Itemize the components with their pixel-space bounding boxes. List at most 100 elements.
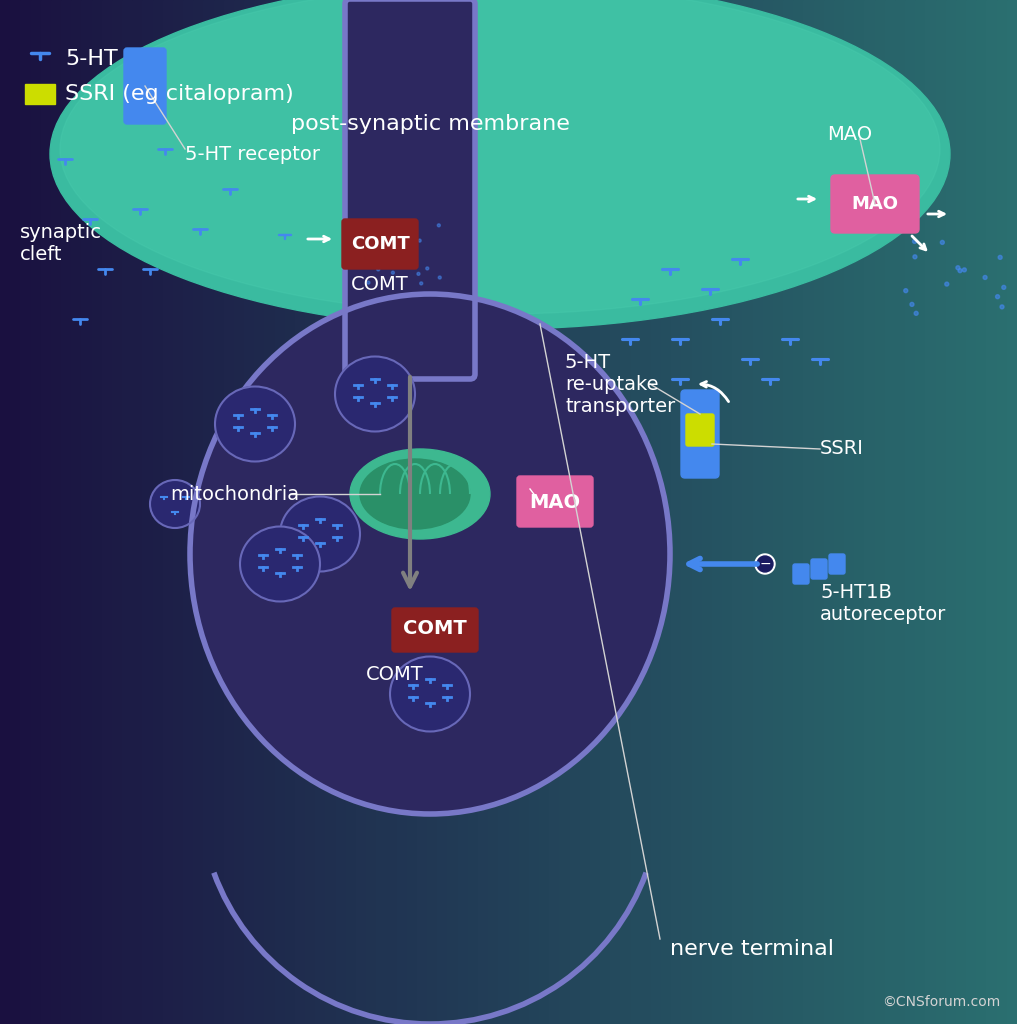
Bar [356,0,366,1024]
Bar [620,0,631,1024]
Bar [956,0,966,1024]
Ellipse shape [914,226,918,230]
Bar [325,0,336,1024]
FancyBboxPatch shape [829,554,845,574]
Bar [692,0,702,1024]
Bar [285,0,295,1024]
Text: SSRI: SSRI [820,439,863,459]
Text: nerve terminal: nerve terminal [670,939,834,959]
Ellipse shape [240,526,320,601]
Bar [681,0,692,1024]
FancyBboxPatch shape [686,414,714,446]
Bar [641,0,651,1024]
FancyBboxPatch shape [681,390,719,478]
Bar [346,0,356,1024]
Text: ©CNSforum.com: ©CNSforum.com [882,995,1000,1009]
Ellipse shape [350,0,470,39]
Ellipse shape [435,230,438,233]
Bar [254,0,264,1024]
Bar [315,0,325,1024]
Ellipse shape [975,255,979,259]
Bar [864,0,875,1024]
FancyBboxPatch shape [392,608,478,652]
Bar [142,0,153,1024]
Bar [905,0,915,1024]
Bar [671,0,681,1024]
Bar [264,0,275,1024]
Bar [275,0,285,1024]
Text: 5-HT receptor: 5-HT receptor [185,144,320,164]
Bar [539,0,549,1024]
Bar [468,0,478,1024]
FancyBboxPatch shape [345,0,475,379]
FancyBboxPatch shape [517,476,593,527]
Ellipse shape [377,275,380,279]
Bar [203,0,214,1024]
Bar [295,0,305,1024]
Ellipse shape [215,386,295,462]
Text: synaptic
cleft: synaptic cleft [20,223,102,264]
Ellipse shape [400,249,403,252]
Bar [773,0,783,1024]
Ellipse shape [981,251,985,255]
Bar [631,0,641,1024]
Bar [834,0,844,1024]
Bar [844,0,854,1024]
Ellipse shape [981,266,985,270]
Bar [417,0,427,1024]
Bar [437,0,447,1024]
Ellipse shape [411,276,414,280]
Ellipse shape [409,236,412,239]
Bar [590,0,600,1024]
Bar [519,0,529,1024]
Bar [529,0,539,1024]
Bar [407,0,417,1024]
Bar [732,0,742,1024]
Bar [803,0,814,1024]
Text: COMT: COMT [351,234,410,253]
Bar [41,0,51,1024]
Bar [112,0,122,1024]
Ellipse shape [50,0,950,329]
Bar [753,0,763,1024]
Bar [447,0,458,1024]
Text: −: − [759,557,771,571]
Ellipse shape [757,556,773,572]
FancyBboxPatch shape [124,48,166,124]
Text: MAO: MAO [530,493,581,512]
Bar [173,0,183,1024]
Bar [153,0,163,1024]
Bar [925,0,936,1024]
Bar [61,0,71,1024]
Ellipse shape [923,269,928,272]
Bar [51,0,61,1024]
Bar [915,0,925,1024]
Text: SSRI (eg citalopram): SSRI (eg citalopram) [65,84,294,104]
Bar [224,0,234,1024]
FancyBboxPatch shape [811,559,827,579]
Bar [997,0,1007,1024]
Bar [132,0,142,1024]
Ellipse shape [425,262,428,265]
Bar [244,0,254,1024]
FancyBboxPatch shape [25,84,55,104]
Bar [824,0,834,1024]
Ellipse shape [947,291,951,295]
Bar [305,0,315,1024]
Bar [0,0,10,1024]
Text: MAO: MAO [828,125,873,143]
Bar [875,0,885,1024]
Bar [102,0,112,1024]
Ellipse shape [190,294,670,814]
Bar [234,0,244,1024]
Ellipse shape [335,356,415,431]
Text: COMT: COMT [351,274,409,294]
Bar [763,0,773,1024]
Ellipse shape [350,449,490,539]
Ellipse shape [924,268,929,272]
Bar [712,0,722,1024]
Bar [814,0,824,1024]
Bar [580,0,590,1024]
Ellipse shape [937,224,941,228]
Bar [478,0,488,1024]
